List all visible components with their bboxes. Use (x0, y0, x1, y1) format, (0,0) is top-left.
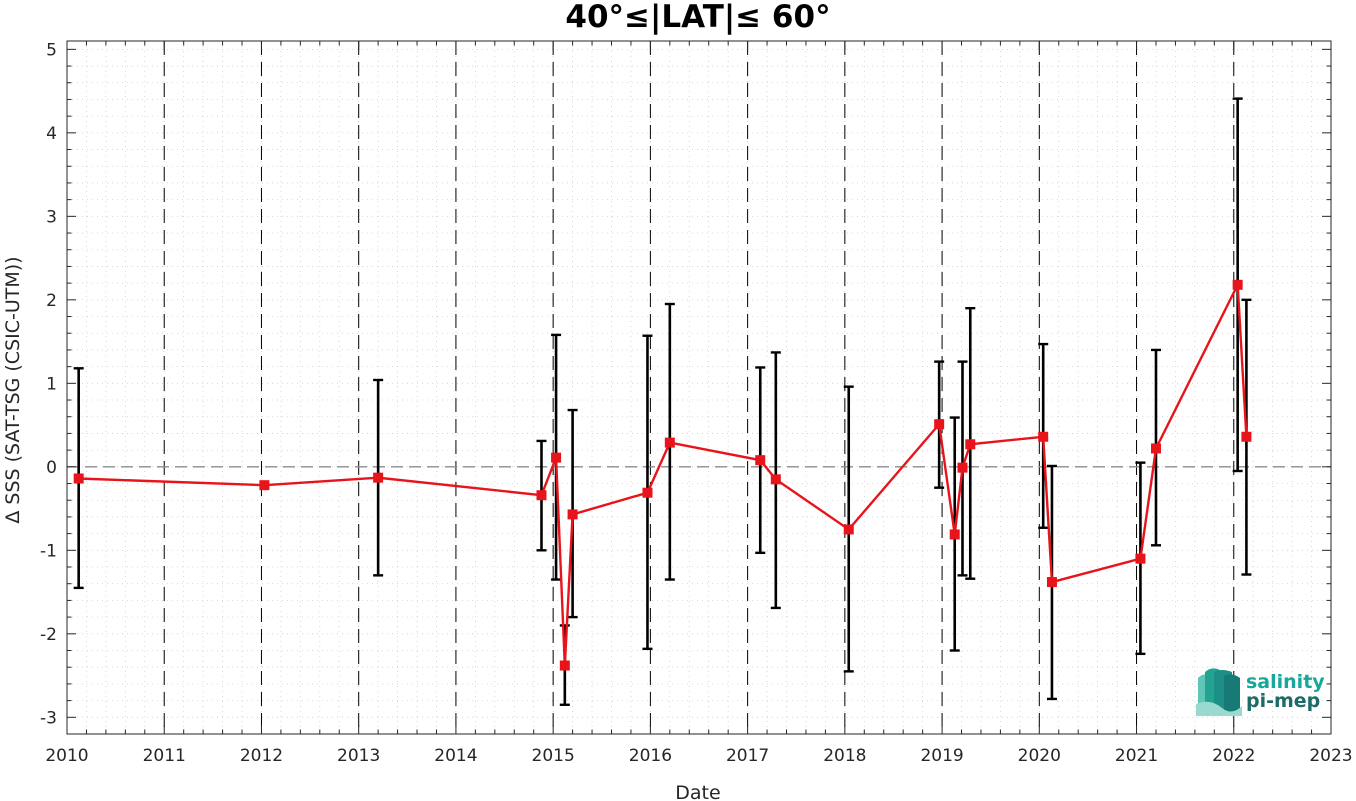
x-tick-label: 2016 (629, 746, 672, 766)
x-tick-label: 2019 (920, 746, 963, 766)
error-bars (73, 97, 1252, 706)
markers (73, 279, 1252, 671)
data-point (949, 529, 960, 540)
data-point (73, 473, 84, 484)
logo-text-pi-mep: pi-mep (1246, 690, 1320, 712)
data-point (965, 439, 976, 450)
x-tick-label: 2017 (726, 746, 769, 766)
x-tick-label: 2021 (1115, 746, 1158, 766)
y-tick-label: -3 (40, 708, 57, 728)
series-line (78, 280, 1248, 666)
y-axis-label: Δ SSS (SAT-TSG (CSIC-UTM)) (2, 256, 24, 523)
y-tick-label: -2 (40, 625, 57, 645)
x-tick-label: 2020 (1018, 746, 1061, 766)
data-point (1135, 553, 1146, 564)
y-tick-label: 2 (46, 291, 57, 311)
data-point (1038, 431, 1049, 442)
data-point (1150, 443, 1161, 454)
data-point (551, 452, 562, 463)
y-tick-label: 0 (46, 458, 57, 478)
x-tick-label: 2014 (434, 746, 477, 766)
logo-icon (1196, 668, 1242, 716)
x-tick-label: 2023 (1309, 746, 1352, 766)
data-point (373, 472, 384, 483)
y-tick-label: 4 (46, 124, 57, 144)
logo-text-salinity: salinity (1246, 671, 1325, 693)
x-tick-label: 2011 (143, 746, 186, 766)
data-point (1232, 279, 1243, 290)
data-point (642, 487, 653, 498)
data-point (1241, 431, 1252, 442)
x-tick-label: 2015 (532, 746, 575, 766)
x-tick-label: 2022 (1212, 746, 1255, 766)
ticks (66, 41, 1332, 735)
data-point (567, 509, 578, 520)
x-tick-label: 2018 (823, 746, 866, 766)
axes-box (66, 40, 1332, 735)
y-tick-labels: 5 4 3 2 1 0 -1 -2 -3 (40, 40, 57, 728)
data-point (755, 455, 766, 466)
data-point (1046, 577, 1057, 588)
data-point (934, 419, 945, 430)
x-tick-label: 2013 (337, 746, 380, 766)
data-point (843, 524, 854, 535)
x-tick-labels: 2010 2011 2012 2013 2014 2015 2016 2017 2018 2019… (45, 746, 1352, 766)
data-point (770, 474, 781, 485)
x-tick-label: 2012 (240, 746, 283, 766)
salinity-pi-mep-logo: salinity pi-mep (1196, 668, 1325, 716)
x-tick-label: 2010 (45, 746, 88, 766)
y-tick-label: 5 (46, 40, 57, 60)
data-point (664, 437, 675, 448)
data-point (259, 480, 270, 491)
y-tick-label: -1 (40, 541, 57, 561)
x-axis-label: Date (675, 782, 720, 801)
y-tick-label: 1 (46, 374, 57, 394)
data-point (536, 490, 547, 501)
data-point (559, 660, 570, 671)
data-point (957, 462, 968, 473)
chart-title: 40°≤|LAT|≤ 60° (565, 0, 830, 35)
year-lines (163, 41, 1235, 734)
y-tick-label: 3 (46, 207, 57, 227)
